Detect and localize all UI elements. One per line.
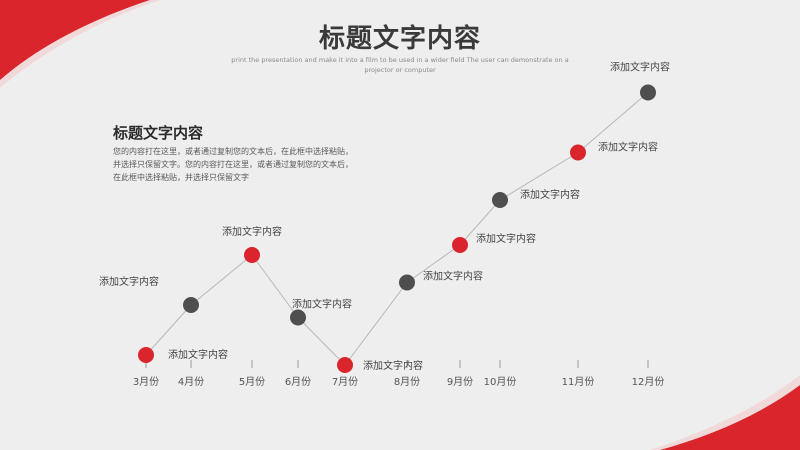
series-line-segment (145, 304, 192, 356)
series-line-segment (190, 254, 253, 306)
x-tick-label: 4月份 (178, 376, 204, 388)
series-line-segment (406, 244, 461, 283)
data-point (337, 357, 353, 373)
data-point (290, 309, 306, 326)
series-line-segment (499, 152, 579, 201)
x-tick-label: 11月份 (562, 376, 595, 388)
data-label: 添加文字内容 (598, 141, 658, 154)
data-point (452, 237, 468, 253)
data-point (570, 144, 586, 161)
series-line-segment (344, 282, 408, 366)
point-labels: 添加文字内容添加文字内容添加文字内容添加文字内容添加文字内容添加文字内容添加文字… (99, 61, 670, 373)
data-label: 添加文字内容 (363, 359, 423, 372)
data-label: 添加文字内容 (610, 61, 670, 74)
series-line-group (145, 92, 649, 366)
data-point (183, 297, 199, 313)
data-label: 添加文字内容 (476, 232, 536, 245)
data-label: 添加文字内容 (423, 270, 483, 283)
text-block-title: 标题文字内容 (113, 124, 204, 142)
data-label: 添加文字内容 (99, 275, 159, 288)
x-tick-label: 5月份 (239, 376, 265, 388)
series-line-segment (251, 254, 299, 318)
x-tick-label: 6月份 (285, 376, 311, 388)
x-tick-label: 3月份 (133, 376, 159, 388)
data-point (399, 274, 415, 291)
data-label: 添加文字内容 (292, 298, 352, 311)
text-block-body: 您的内容打在这里，或者通过复制您的文本后，在此框中选择粘贴，并选择只保留文字。您… (113, 147, 353, 182)
data-label: 添加文字内容 (168, 348, 228, 361)
series-line-segment (459, 199, 501, 246)
x-tick-label: 12月份 (632, 376, 665, 388)
x-tick-label: 10月份 (484, 376, 517, 388)
data-points (138, 84, 656, 373)
page-title: 标题文字内容 (318, 24, 481, 54)
series-line-segment (577, 92, 649, 153)
x-tick-label: 9月份 (447, 376, 473, 388)
page-subtitle: print the presentation and make it into … (231, 56, 569, 74)
series-line-segment (297, 317, 346, 366)
data-point (640, 84, 656, 101)
data-point (492, 192, 508, 208)
data-label: 添加文字内容 (222, 225, 282, 238)
data-point (244, 247, 260, 263)
x-tick-label: 8月份 (394, 376, 420, 388)
data-label: 添加文字内容 (520, 188, 580, 201)
data-point (138, 347, 154, 363)
x-tick-label: 7月份 (332, 376, 358, 388)
x-axis-tick-labels: 3月份 4月份 5月份 6月份 7月份 8月份 9月份 10月份 11月份 12月份 (133, 376, 665, 388)
